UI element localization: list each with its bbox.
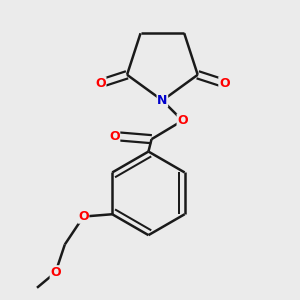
- Text: O: O: [219, 77, 230, 90]
- Text: N: N: [157, 94, 168, 107]
- Text: O: O: [78, 210, 89, 223]
- Text: O: O: [177, 114, 188, 127]
- Text: O: O: [109, 130, 120, 142]
- Text: O: O: [50, 266, 61, 279]
- Text: O: O: [95, 77, 106, 90]
